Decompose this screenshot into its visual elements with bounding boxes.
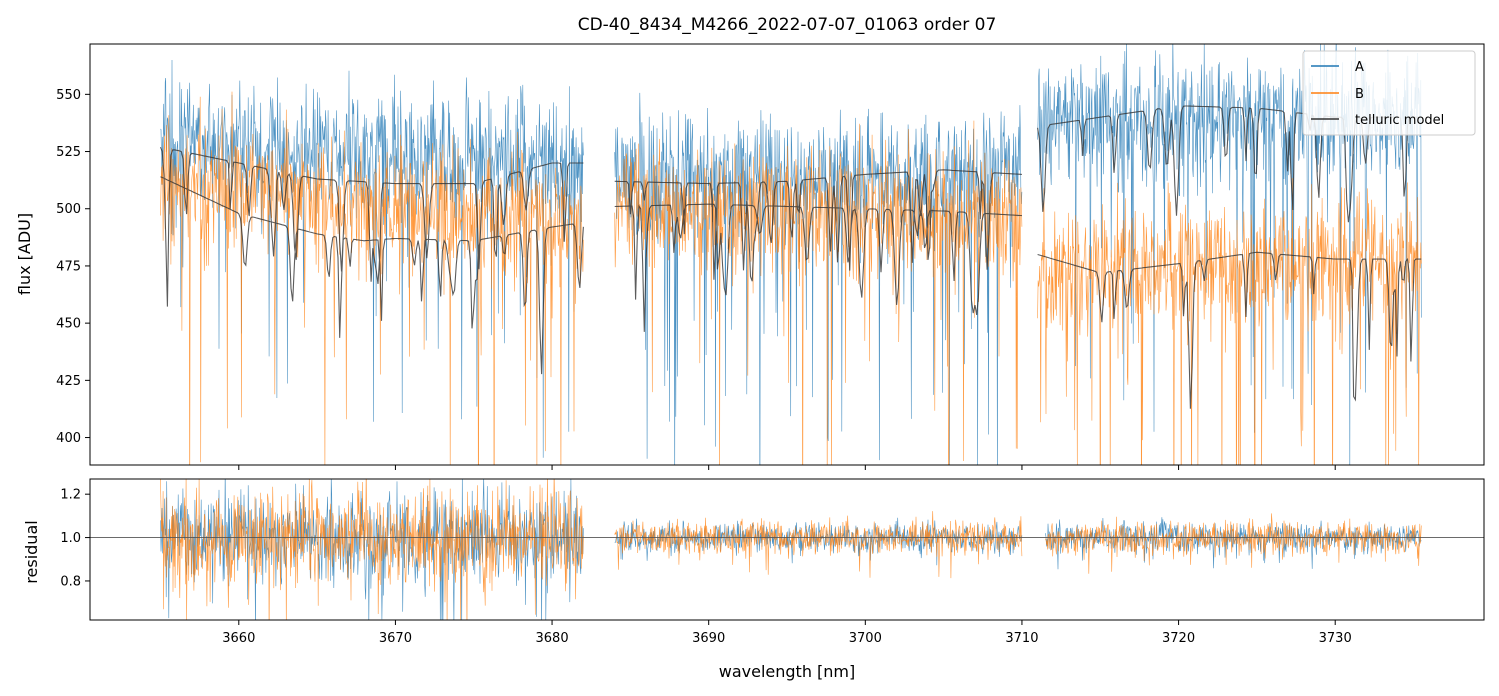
flux-y-tick-label: 525: [56, 145, 81, 160]
x-tick-label: 3660: [222, 631, 255, 646]
residual-y-tick-label: 1.0: [60, 531, 81, 546]
residual-panel: 0.8 1.0 1.2 3660 3670 3680 3690 3700 3710 3720 37…: [22, 478, 1485, 681]
x-axis-label: wavelength [nm]: [719, 662, 856, 681]
flux-y-axis-label: flux [ADU]: [15, 213, 34, 295]
residual-y-tick-label: 0.8: [60, 574, 81, 589]
residual-y-axis-label: residual: [22, 520, 41, 583]
series-B-flux-line: [160, 91, 1422, 465]
x-tick-label: 3720: [1162, 631, 1195, 646]
flux-y-tick-label: 500: [56, 202, 81, 217]
residual-y-axis: 0.8 1.0 1.2: [60, 488, 90, 589]
residual-y-tick-label: 1.2: [60, 488, 81, 503]
legend: A B telluric model: [1302, 50, 1476, 136]
flux-y-tick-label: 425: [56, 374, 81, 389]
legend-label-B: B: [1355, 87, 1364, 102]
x-tick-label: 3690: [692, 631, 725, 646]
x-tick-label: 3700: [849, 631, 882, 646]
flux-y-tick-label: 450: [56, 317, 81, 332]
flux-y-tick-label: 400: [56, 431, 81, 446]
flux-panel-frame: [89, 43, 1485, 466]
flux-panel: 400 425 450 475 500 525 550 flux [ADU] A B tel…: [15, 43, 1485, 470]
x-tick-label: 3680: [536, 631, 569, 646]
flux-x-ticks: [238, 465, 1336, 470]
chart-title: CD-40_8434_M4266_2022-07-07_01063 order …: [578, 15, 997, 35]
flux-y-tick-label: 475: [56, 259, 81, 274]
telluric-model-line: [159, 105, 1422, 409]
flux-y-tick-label: 550: [56, 88, 81, 103]
flux-y-axis: 400 425 450 475 500 525 550: [56, 88, 90, 446]
x-tick-label: 3670: [379, 631, 412, 646]
x-tick-label: 3710: [1005, 631, 1038, 646]
legend-label-A: A: [1355, 60, 1364, 75]
series-B-residual-line: [160, 479, 1422, 620]
residual-panel-frame: [89, 478, 1485, 621]
residual-x-axis: 3660 3670 3680 3690 3700 3710 3720 3730: [222, 620, 1352, 646]
x-tick-label: 3730: [1319, 631, 1352, 646]
legend-label-telluric-model: telluric model: [1355, 113, 1444, 128]
